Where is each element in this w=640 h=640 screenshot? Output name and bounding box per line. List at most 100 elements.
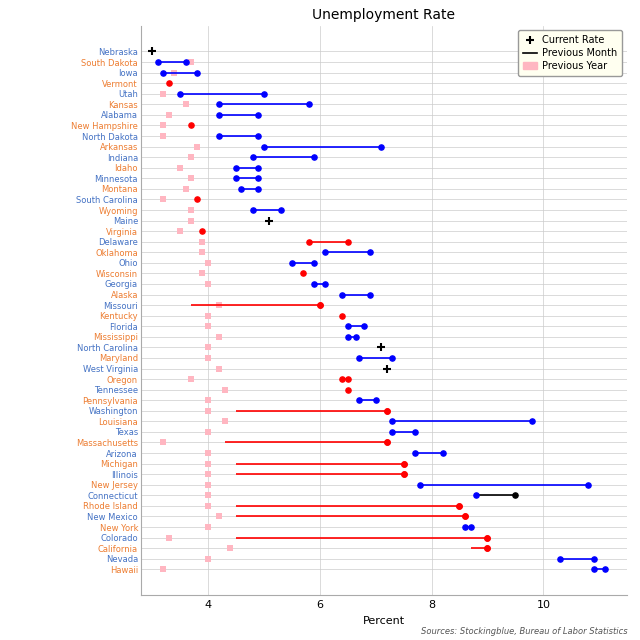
Point — [164, 110, 174, 120]
Point — [342, 332, 353, 342]
Point — [589, 554, 599, 564]
Point — [248, 205, 258, 215]
Point — [351, 332, 361, 342]
Point — [399, 469, 409, 479]
Point — [410, 427, 420, 437]
Point — [197, 247, 207, 257]
Point — [337, 289, 347, 300]
Point — [214, 332, 224, 342]
Point — [371, 395, 381, 405]
Point — [231, 163, 241, 173]
Point — [460, 511, 470, 522]
Point — [214, 511, 224, 522]
Point — [460, 522, 470, 532]
Point — [589, 564, 599, 575]
Point — [365, 289, 375, 300]
Point — [381, 406, 392, 416]
Point — [180, 57, 191, 67]
Point — [387, 427, 397, 437]
Point — [197, 226, 207, 236]
Point — [600, 564, 610, 575]
Point — [203, 279, 213, 289]
Point — [298, 268, 308, 278]
Point — [214, 99, 224, 109]
Point — [381, 364, 392, 374]
Point — [359, 321, 369, 332]
Point — [399, 458, 409, 468]
Point — [203, 406, 213, 416]
Point — [203, 321, 213, 332]
Point — [342, 321, 353, 332]
Point — [415, 479, 426, 490]
Point — [465, 522, 476, 532]
Point — [381, 406, 392, 416]
Point — [158, 120, 168, 131]
Point — [387, 416, 397, 426]
Point — [186, 57, 196, 67]
Point — [399, 458, 409, 468]
Point — [197, 237, 207, 247]
Point — [158, 67, 168, 77]
Point — [203, 353, 213, 363]
Point — [191, 141, 202, 152]
Point — [203, 395, 213, 405]
Point — [186, 120, 196, 131]
Point — [203, 258, 213, 268]
Point — [483, 543, 493, 554]
Point — [410, 448, 420, 458]
Point — [471, 490, 481, 500]
Point — [203, 490, 213, 500]
Point — [253, 163, 263, 173]
Point — [231, 173, 241, 184]
Point — [527, 416, 537, 426]
Point — [180, 99, 191, 109]
Point — [203, 342, 213, 353]
Point — [483, 532, 493, 543]
Point — [259, 141, 269, 152]
Point — [203, 479, 213, 490]
Point — [214, 300, 224, 310]
Point — [337, 310, 347, 321]
Point — [342, 374, 353, 384]
Point — [342, 237, 353, 247]
Point — [186, 216, 196, 226]
Point — [253, 110, 263, 120]
Point — [303, 99, 314, 109]
Point — [320, 247, 330, 257]
Point — [454, 500, 465, 511]
Point — [220, 385, 230, 395]
Text: Sources: Stockingblue, Bureau of Labor Statistics: Sources: Stockingblue, Bureau of Labor S… — [420, 627, 627, 636]
Point — [303, 237, 314, 247]
Point — [376, 141, 387, 152]
Point — [214, 110, 224, 120]
Point — [248, 152, 258, 163]
Point — [152, 57, 163, 67]
Point — [203, 554, 213, 564]
Point — [158, 89, 168, 99]
Point — [158, 131, 168, 141]
Point — [275, 205, 285, 215]
Point — [454, 500, 465, 511]
Point — [214, 364, 224, 374]
Point — [186, 205, 196, 215]
Point — [253, 184, 263, 194]
Point — [175, 226, 185, 236]
Point — [309, 152, 319, 163]
Point — [175, 89, 185, 99]
Title: Unemployment Rate: Unemployment Rate — [312, 8, 456, 22]
Point — [583, 479, 593, 490]
Point — [376, 342, 387, 353]
Point — [164, 78, 174, 88]
Point — [197, 268, 207, 278]
Point — [381, 437, 392, 447]
Point — [381, 437, 392, 447]
Point — [186, 152, 196, 163]
Point — [365, 247, 375, 257]
Point — [460, 511, 470, 522]
Point — [186, 173, 196, 184]
Point — [315, 300, 325, 310]
Point — [483, 543, 493, 554]
Point — [555, 554, 565, 564]
Point — [287, 258, 297, 268]
Point — [203, 427, 213, 437]
